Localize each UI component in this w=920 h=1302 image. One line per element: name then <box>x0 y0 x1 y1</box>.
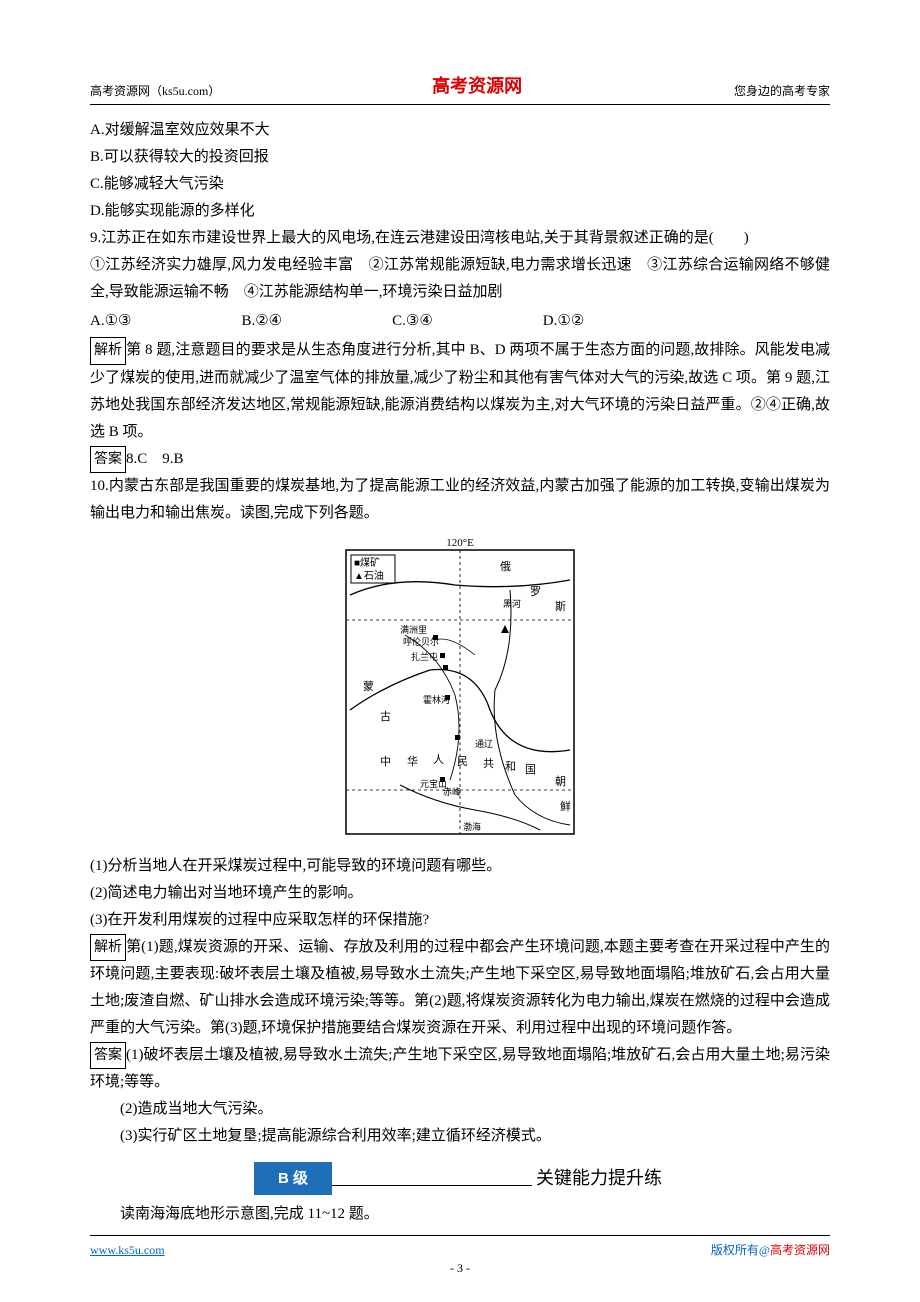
option-a: A.对缓解温室效应效果不大 <box>90 117 830 144</box>
answer-label: 答案 <box>90 446 126 473</box>
q9-options-row: A.①③ B.②④ C.③④ D.①② <box>90 308 830 335</box>
legend-coal: ■煤矿 <box>354 556 380 569</box>
svg-text:通辽: 通辽 <box>475 739 493 749</box>
header-right: 您身边的高考专家 <box>734 81 830 103</box>
svg-text:俄: 俄 <box>500 560 511 573</box>
svg-text:黑河: 黑河 <box>503 598 521 609</box>
q10-sub3: (3)在开发利用煤炭的过程中应采取怎样的环保措施? <box>90 907 830 934</box>
q10-stem: 10.内蒙古东部是我国重要的煤炭基地,为了提高能源工业的经济效益,内蒙古加强了能… <box>90 473 830 527</box>
footer-right-brand: 高考资源网 <box>770 1243 830 1257</box>
svg-text:罗: 罗 <box>530 585 541 598</box>
svg-text:人: 人 <box>433 753 444 766</box>
header-center-logo: 高考资源网 <box>432 70 522 102</box>
svg-text:霍林河: 霍林河 <box>423 694 450 705</box>
svg-text:蒙: 蒙 <box>363 680 374 693</box>
footer-right-prefix: 版权所有@ <box>711 1243 770 1257</box>
svg-text:民: 民 <box>457 756 468 768</box>
analysis-2-text: 第(1)题,煤炭资源的开采、运输、存放及利用的过程中都会产生环境问题,本题主要考… <box>90 939 830 1036</box>
svg-text:共: 共 <box>483 757 494 770</box>
svg-text:满洲里: 满洲里 <box>400 625 427 635</box>
analysis-label-2: 解析 <box>90 934 126 961</box>
answer-1-text: 8.C 9.B <box>126 451 184 467</box>
q9-opt-c: C.③④ <box>392 308 433 335</box>
svg-text:呼伦贝尔: 呼伦贝尔 <box>403 636 439 647</box>
q9-stem: 9.江苏正在如东市建设世界上最大的风电场,在连云港建设田湾核电站,关于其背景叙述… <box>90 225 830 252</box>
page-number: - 3 - <box>0 1258 920 1280</box>
header-left: 高考资源网（ks5u.com） <box>90 81 220 103</box>
analysis-1-text: 第 8 题,注意题目的要求是从生态角度进行分析,其中 B、D 两项不属于生态方面… <box>90 342 830 439</box>
legend-oil: ▲石油 <box>354 569 384 582</box>
page-header: 高考资源网（ks5u.com） 高考资源网 您身边的高考专家 <box>90 70 830 105</box>
level-b-badge: B 级 <box>254 1162 332 1195</box>
option-c: C.能够减轻大气污染 <box>90 171 830 198</box>
answer-2-line3: (3)实行矿区土地复垦;提高能源综合利用效率;建立循环经济模式。 <box>90 1123 830 1150</box>
svg-text:斯: 斯 <box>555 600 566 613</box>
svg-text:和: 和 <box>505 760 516 773</box>
option-d: D.能够实现能源的多样化 <box>90 198 830 225</box>
map-svg: 120°E 50°N 40°N ■煤矿 ▲石油 <box>345 535 575 835</box>
q9-choices: ①江苏经济实力雄厚,风力发电经验丰富 ②江苏常规能源短缺,电力需求增长迅速 ③江… <box>90 252 830 306</box>
content-body: A.对缓解温室效应效果不大 B.可以获得较大的投资回报 C.能够减轻大气污染 D… <box>90 117 830 1228</box>
q9-opt-d: D.①② <box>543 308 584 335</box>
q10-sub2: (2)简述电力输出对当地环境产生的影响。 <box>90 880 830 907</box>
answer-1: 答案8.C 9.B <box>90 446 830 473</box>
page-container: 高考资源网（ks5u.com） 高考资源网 您身边的高考专家 A.对缓解温室效应… <box>0 0 920 1288</box>
option-b: B.可以获得较大的投资回报 <box>90 144 830 171</box>
svg-text:华: 华 <box>407 754 418 768</box>
analysis-2: 解析第(1)题,煤炭资源的开采、运输、存放及利用的过程中都会产生环境问题,本题主… <box>90 934 830 1042</box>
answer-2-line2: (2)造成当地大气污染。 <box>90 1096 830 1123</box>
map-figure: 120°E 50°N 40°N ■煤矿 ▲石油 <box>90 535 830 845</box>
level-b-banner: B 级 关键能力提升练 <box>90 1162 830 1195</box>
level-b-title: 关键能力提升练 <box>532 1162 666 1194</box>
answer-2-text1: (1)破坏表层土壤及植被,易导致水土流失;产生地下采空区,易导致地面塌陷;堆放矿… <box>90 1047 830 1090</box>
map-lon-label: 120°E <box>446 537 474 549</box>
svg-text:鲜: 鲜 <box>560 799 571 813</box>
svg-text:扎兰屯: 扎兰屯 <box>411 651 438 662</box>
svg-text:国: 国 <box>525 763 536 776</box>
q10-sub1: (1)分析当地人在开采煤炭过程中,可能导致的环境问题有哪些。 <box>90 853 830 880</box>
q9-opt-a: A.①③ <box>90 308 131 335</box>
svg-text:朝: 朝 <box>555 775 566 788</box>
analysis-label: 解析 <box>90 337 126 364</box>
answer-label-2: 答案 <box>90 1042 126 1069</box>
q9-opt-b: B.②④ <box>241 308 282 335</box>
svg-text:渤海: 渤海 <box>463 821 481 832</box>
badge-underline <box>332 1172 532 1186</box>
answer-2-line1: 答案(1)破坏表层土壤及植被,易导致水土流失;产生地下采空区,易导致地面塌陷;堆… <box>90 1042 830 1096</box>
svg-text:中: 中 <box>380 755 391 768</box>
svg-text:赤峰: 赤峰 <box>443 787 461 797</box>
tail-text: 读南海海底地形示意图,完成 11~12 题。 <box>90 1201 830 1228</box>
svg-text:古: 古 <box>380 710 391 723</box>
analysis-1: 解析第 8 题,注意题目的要求是从生态角度进行分析,其中 B、D 两项不属于生态… <box>90 337 830 445</box>
